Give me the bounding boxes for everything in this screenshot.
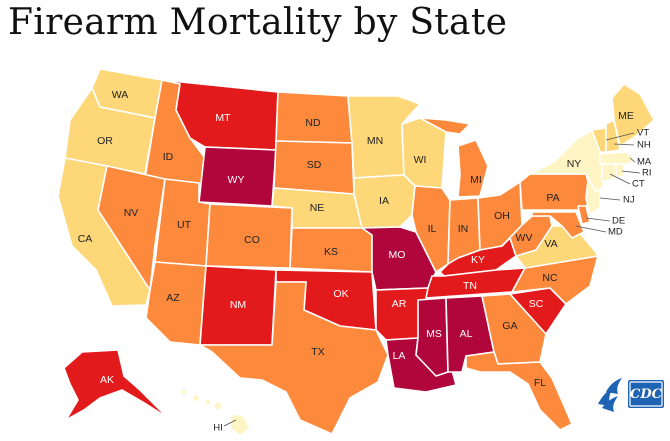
label-HI: HI (213, 423, 223, 434)
label-CA: CA (78, 233, 93, 245)
state-CT[interactable] (601, 163, 617, 183)
state-TN[interactable] (425, 267, 526, 299)
label-AZ: AZ (166, 292, 180, 304)
label-CO: CO (244, 234, 260, 246)
label-TN: TN (463, 280, 477, 292)
label-MD: MD (608, 227, 623, 238)
label-ID: ID (163, 151, 174, 163)
label-WY: WY (228, 174, 245, 186)
label-MS: MS (426, 328, 442, 340)
label-MA: MA (637, 157, 652, 168)
label-ME: ME (618, 110, 634, 122)
state-FL[interactable] (465, 351, 573, 431)
label-NH: NH (637, 140, 651, 151)
label-LA: LA (393, 350, 406, 362)
label-VA: VA (544, 238, 557, 250)
label-KY: KY (471, 254, 485, 266)
label-OH: OH (494, 210, 510, 222)
label-AL: AL (460, 328, 473, 340)
label-NE: NE (310, 202, 325, 214)
state-IL[interactable] (411, 185, 451, 273)
label-MI: MI (470, 174, 482, 186)
state-AK[interactable] (63, 349, 169, 421)
label-IA: IA (379, 195, 389, 207)
label-SD: SD (307, 159, 322, 171)
state-DE[interactable] (577, 205, 591, 225)
label-NC: NC (542, 272, 558, 284)
label-AK: AK (100, 374, 114, 386)
label-NM: NM (230, 299, 246, 311)
label-WA: WA (112, 89, 129, 101)
callout-labels: VT NH MA RI CT NJ DE MD HI (213, 128, 652, 434)
state-ME[interactable] (611, 83, 655, 147)
label-NJ: NJ (623, 195, 635, 206)
label-WI: WI (414, 154, 427, 166)
state-MD[interactable] (531, 211, 585, 239)
label-AR: AR (392, 298, 407, 310)
label-TX: TX (311, 346, 324, 358)
label-OR: OR (97, 135, 113, 147)
label-OK: OK (333, 288, 348, 300)
label-PA: PA (546, 192, 559, 204)
page-title: Firearm Mortality by State (8, 2, 508, 43)
label-DE: DE (612, 216, 625, 227)
label-ND: ND (305, 117, 321, 129)
label-NV: NV (124, 207, 139, 219)
label-NY: NY (567, 158, 582, 170)
label-IL: IL (428, 223, 437, 235)
state-RI[interactable] (615, 163, 625, 179)
state-MI-UP[interactable] (419, 117, 471, 135)
label-MT: MT (215, 112, 231, 124)
state-HI[interactable] (180, 388, 251, 437)
label-IN: IN (458, 223, 469, 235)
label-VT: VT (637, 128, 649, 139)
label-CT: CT (632, 179, 645, 190)
label-MO: MO (389, 249, 406, 261)
label-RI: RI (642, 168, 652, 179)
state-labels: WA OR CA ID NV MT WY UT AZ CO NM ND SD N… (78, 89, 634, 389)
state-TX[interactable] (199, 281, 389, 435)
label-UT: UT (177, 219, 192, 231)
state-NV[interactable] (97, 165, 166, 291)
label-KS: KS (324, 246, 338, 258)
label-SC: SC (529, 298, 544, 310)
hhs-eagle-icon (598, 378, 622, 412)
agency-logos: CDC (588, 374, 668, 414)
state-MI[interactable] (457, 139, 489, 198)
state-MA[interactable] (599, 151, 637, 165)
state-WV[interactable] (501, 215, 553, 257)
label-WV: WV (516, 232, 533, 244)
label-GA: GA (502, 320, 517, 332)
cdc-logo-icon: CDC (628, 380, 664, 408)
label-FL: FL (534, 377, 546, 389)
svg-text:CDC: CDC (630, 387, 663, 402)
label-MN: MN (367, 135, 383, 147)
